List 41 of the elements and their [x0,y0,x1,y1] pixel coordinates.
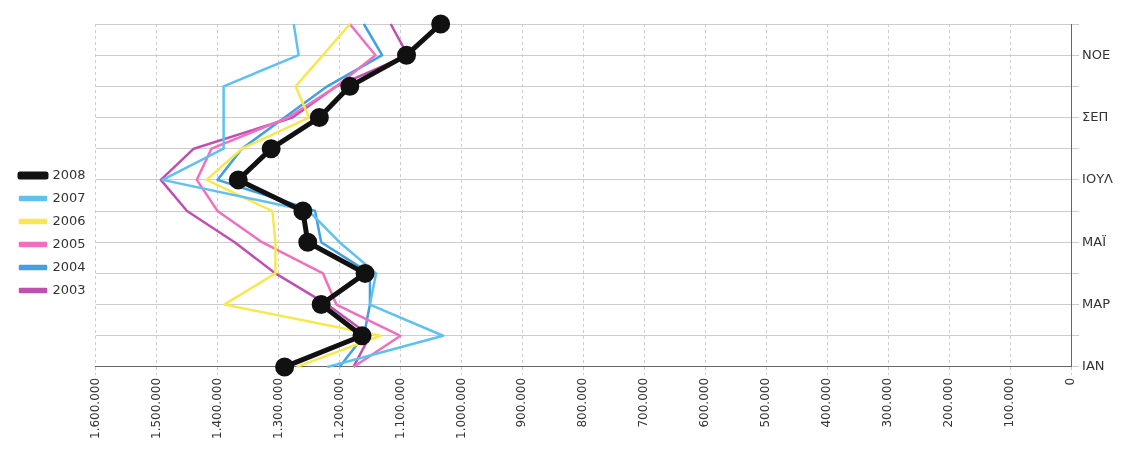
legend-label: 2004 [52,258,86,274]
point [431,14,451,34]
x-tick-label: 1.500.000 [148,377,163,440]
x-tick-label: 600.000 [697,377,712,428]
x-tick-label: 500.000 [758,377,773,428]
point [397,45,417,65]
legend-label: 2003 [52,281,86,297]
y-tick-label: ΝΟΕ [1082,46,1111,62]
x-tick-label: 1.600.000 [87,377,102,440]
point [352,326,372,346]
x-tick-label: 0 [1063,377,1078,386]
y-tick-label: ΣΕΠ [1082,108,1109,124]
x-tick-label: 1.200.000 [331,377,346,440]
point [275,357,295,377]
y-tick-label: ΙΑΝ [1082,358,1105,374]
legend-label: 2006 [52,212,86,228]
legend-label: 2008 [52,166,86,182]
point [309,108,329,128]
x-tick-label: 1.300.000 [270,377,285,440]
point [261,139,281,159]
point [311,295,331,315]
point [355,263,375,283]
x-tick-label: 1.100.000 [392,377,407,440]
point [293,201,313,221]
x-tick-label: 1.400.000 [209,377,224,440]
point [298,232,318,252]
y-tick-label: ΜΑΪ [1082,233,1107,249]
point [340,76,360,96]
x-tick-label: 400.000 [819,377,834,428]
x-tick-label: 800.000 [575,377,590,428]
x-tick-label: 300.000 [880,377,895,428]
x-tick-label: 700.000 [636,377,651,428]
x-tick-label: 200.000 [941,377,956,428]
y-tick-label: ΜΑΡ [1082,295,1111,311]
x-tick-label: 1.000.000 [453,377,468,440]
x-tick-label: 900.000 [514,377,529,428]
y-tick-label: ΙΟΥΛ [1082,171,1114,187]
legend-label: 2007 [52,189,86,205]
x-tick-label: 100.000 [1002,377,1017,428]
legend-label: 2005 [52,235,86,251]
point [228,170,248,190]
